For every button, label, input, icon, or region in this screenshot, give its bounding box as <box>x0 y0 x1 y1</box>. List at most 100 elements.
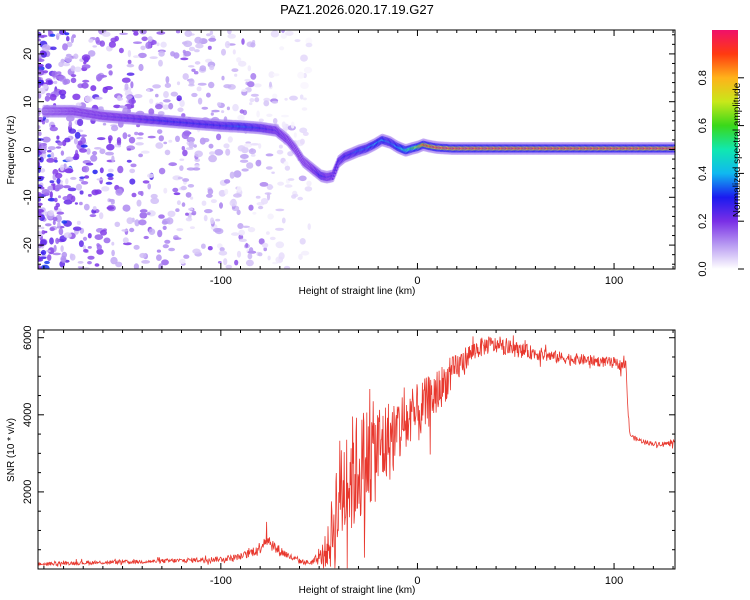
heatmap-cell <box>260 198 269 205</box>
heatmap-cell <box>157 229 163 238</box>
heatmap-cell <box>113 104 121 109</box>
heatmap-cell <box>202 138 210 143</box>
heatmap-cell <box>129 227 135 233</box>
heatmap-cell <box>83 203 90 211</box>
heatmap-cell <box>74 66 82 73</box>
heatmap-cell <box>158 167 166 175</box>
heatmap-y-tick-label: -20 <box>22 237 34 253</box>
colorbar: 0.0 0.2 0.4 0.6 0.8 Normalized spectral ampl… <box>697 30 744 277</box>
heatmap-cell <box>173 192 181 196</box>
heatmap-cell <box>225 264 233 269</box>
heatmap-cell <box>244 78 251 82</box>
heatmap-cell <box>266 113 273 118</box>
heatmap-cell <box>38 249 41 254</box>
heatmap-cell <box>60 150 65 156</box>
heatmap-y-tick-label: -10 <box>22 189 34 205</box>
heatmap-cell <box>208 37 217 42</box>
heatmap-cell <box>248 148 257 155</box>
figure-title: PAZ1.2026.020.17.19.G27 <box>280 2 434 17</box>
heatmap-cell <box>107 135 113 142</box>
heatmap-cell <box>57 141 64 146</box>
heatmap-cell <box>306 180 312 187</box>
heatmap-cell <box>127 50 132 58</box>
heatmap-cell <box>156 254 162 261</box>
heatmap-cell <box>231 68 239 72</box>
heatmap-cell <box>168 247 176 252</box>
heatmap-cell <box>136 199 142 207</box>
heatmap-cell <box>194 61 201 65</box>
heatmap-cell <box>115 261 123 268</box>
heatmap-cell <box>155 103 163 110</box>
heatmap-cell <box>275 241 285 249</box>
heatmap-cell <box>133 263 139 269</box>
heatmap-cell <box>267 213 274 220</box>
heatmap-cell <box>134 131 139 136</box>
heatmap-cell <box>46 158 55 163</box>
heatmap-cell <box>158 50 165 57</box>
heatmap-cell <box>38 161 41 168</box>
colorbar-label: Normalized spectral amplitude <box>732 82 743 217</box>
heatmap-cell <box>38 192 42 197</box>
heatmap-cell <box>133 94 143 99</box>
heatmap-cell <box>117 95 122 101</box>
heatmap-cell <box>124 83 129 91</box>
heatmap-cell <box>99 212 104 220</box>
heatmap-cell <box>175 208 180 213</box>
heatmap-cell <box>305 42 313 48</box>
heatmap-cell <box>268 71 275 78</box>
heatmap-cell <box>176 228 184 232</box>
heatmap-cell <box>49 227 55 232</box>
heatmap-cell <box>79 176 85 179</box>
heatmap-cell <box>58 195 61 199</box>
heatmap-cell <box>266 193 271 201</box>
heatmap-cell <box>227 33 236 39</box>
heatmap-cell <box>221 75 225 81</box>
heatmap-cell <box>250 42 256 48</box>
heatmap-cell <box>245 259 254 267</box>
heatmap-cell <box>107 168 114 173</box>
heatmap-cell <box>272 93 278 99</box>
heatmap-cell <box>162 104 170 110</box>
heatmap-cell <box>86 148 91 155</box>
heatmap-cell <box>108 70 113 76</box>
heatmap-cell <box>78 240 84 248</box>
snr-x-label: Height of straight line (km) <box>299 585 416 596</box>
heatmap-cell <box>206 193 213 198</box>
heatmap-cell <box>168 102 174 110</box>
heatmap-cell <box>83 248 89 253</box>
heatmap-cell <box>38 226 42 229</box>
heatmap-cell <box>70 77 77 84</box>
heatmap-cell <box>110 199 115 205</box>
heatmap-cell <box>276 149 284 155</box>
heatmap-cell <box>79 190 84 195</box>
heatmap-cell <box>304 186 313 192</box>
heatmap-cell <box>87 50 96 57</box>
heatmap-cell <box>38 197 41 202</box>
heatmap-cell <box>64 137 71 143</box>
heatmap-cell <box>177 107 184 113</box>
heatmap-cell <box>38 202 43 206</box>
heatmap-cell <box>208 154 218 163</box>
heatmap-cell <box>232 49 236 55</box>
heatmap-cell <box>99 148 106 155</box>
heatmap-cell <box>207 246 213 251</box>
heatmap-x-tick-label: -100 <box>210 275 232 287</box>
heatmap-cell <box>44 260 50 265</box>
heatmap-cell <box>163 187 168 194</box>
heatmap-cell <box>56 135 60 140</box>
heatmap-cell <box>181 202 186 207</box>
heatmap-cell <box>307 223 311 231</box>
heatmap-cell <box>54 159 58 163</box>
heatmap-cell <box>226 106 230 111</box>
heatmap-cell <box>237 223 244 229</box>
heatmap-cell <box>141 260 151 264</box>
heatmap-cell <box>135 142 144 146</box>
heatmap-cell <box>126 148 132 151</box>
heatmap-cell <box>105 181 113 185</box>
heatmap-cell <box>245 242 249 248</box>
heatmap-cell <box>156 249 161 253</box>
heatmap-cell <box>180 57 189 61</box>
heatmap-cell <box>142 180 150 184</box>
heatmap-cell <box>156 31 166 35</box>
heatmap-cell <box>50 46 57 51</box>
